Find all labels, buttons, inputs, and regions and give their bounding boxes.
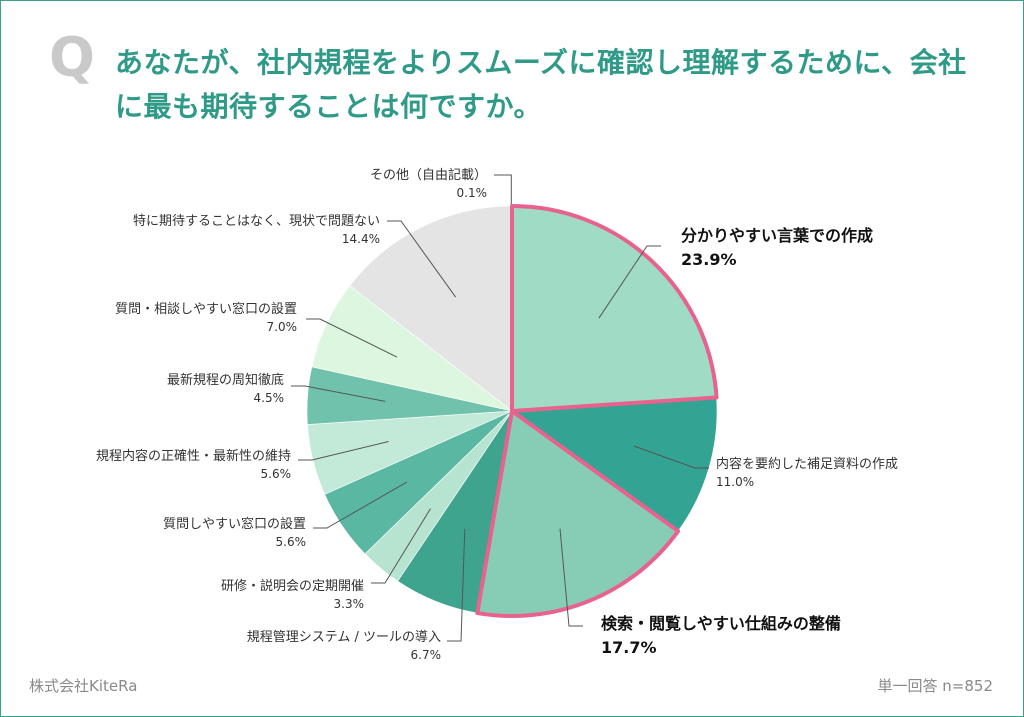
- callout-line-6: [313, 481, 407, 529]
- callout-line-1: [598, 245, 661, 319]
- slice-value-4: 6.7%: [411, 648, 442, 662]
- question-title: あなたが、社内規程をよりスムーズに確認し理解するために、会社に最も期待することは…: [115, 46, 967, 123]
- slice-value-10: 14.4%: [342, 232, 380, 246]
- callout-line-10: [387, 220, 457, 298]
- pie-slice-10: [349, 205, 513, 412]
- slice-value-5: 3.3%: [334, 597, 365, 611]
- callout-line-2: [633, 445, 709, 469]
- callout-line-7: [298, 441, 389, 461]
- callout-line-3: [559, 528, 583, 627]
- callout-line-5: [371, 508, 431, 584]
- brand-name: 株式会社KiteRa: [29, 677, 138, 695]
- slice-value-1: 23.9%: [681, 250, 737, 269]
- slice-value-6: 5.6%: [276, 535, 307, 549]
- highlight-border-3: [475, 409, 681, 619]
- slice-label-4: 規程管理システム / ツールの導入: [247, 630, 441, 645]
- slice-value-8: 4.5%: [254, 391, 285, 405]
- slice-value-11: 0.1%: [457, 186, 488, 200]
- slice-value-9: 7.0%: [267, 320, 298, 334]
- slice-label-9: 質問・相談しやすい窓口の設置: [115, 301, 297, 317]
- slice-value-2: 11.0%: [716, 475, 754, 489]
- slice-label-1: 分かりやすい言葉での作成: [681, 226, 873, 245]
- sample-note: 単一回答 n=852: [877, 677, 993, 695]
- slice-label-7: 規程内容の正確性・最新性の維持: [96, 448, 291, 464]
- callout-line-8: [291, 385, 386, 402]
- callout-line-4: [447, 528, 466, 642]
- slice-label-6: 質問しやすい窓口の設置: [163, 516, 306, 532]
- pie-slice-2: [511, 397, 718, 532]
- slice-label-8: 最新規程の周知徹底: [167, 372, 284, 388]
- slice-value-3: 17.7%: [601, 638, 657, 657]
- callout-line-9: [306, 318, 398, 358]
- question-mark: Q: [49, 26, 95, 89]
- slice-label-2: 内容を要約した補足資料の作成: [716, 456, 898, 472]
- callout-line-11: [494, 174, 512, 204]
- slice-value-7: 5.6%: [261, 467, 292, 481]
- slice-label-3: 検索・閲覧しやすい仕組みの整備: [601, 614, 841, 633]
- slice-label-11: その他（自由記載）: [370, 167, 487, 183]
- slice-label-5: 研修・説明会の定期開催: [221, 578, 364, 594]
- highlight-border-1: [510, 204, 719, 413]
- slice-label-10: 特に期待することはなく、現状で問題ない: [133, 214, 380, 229]
